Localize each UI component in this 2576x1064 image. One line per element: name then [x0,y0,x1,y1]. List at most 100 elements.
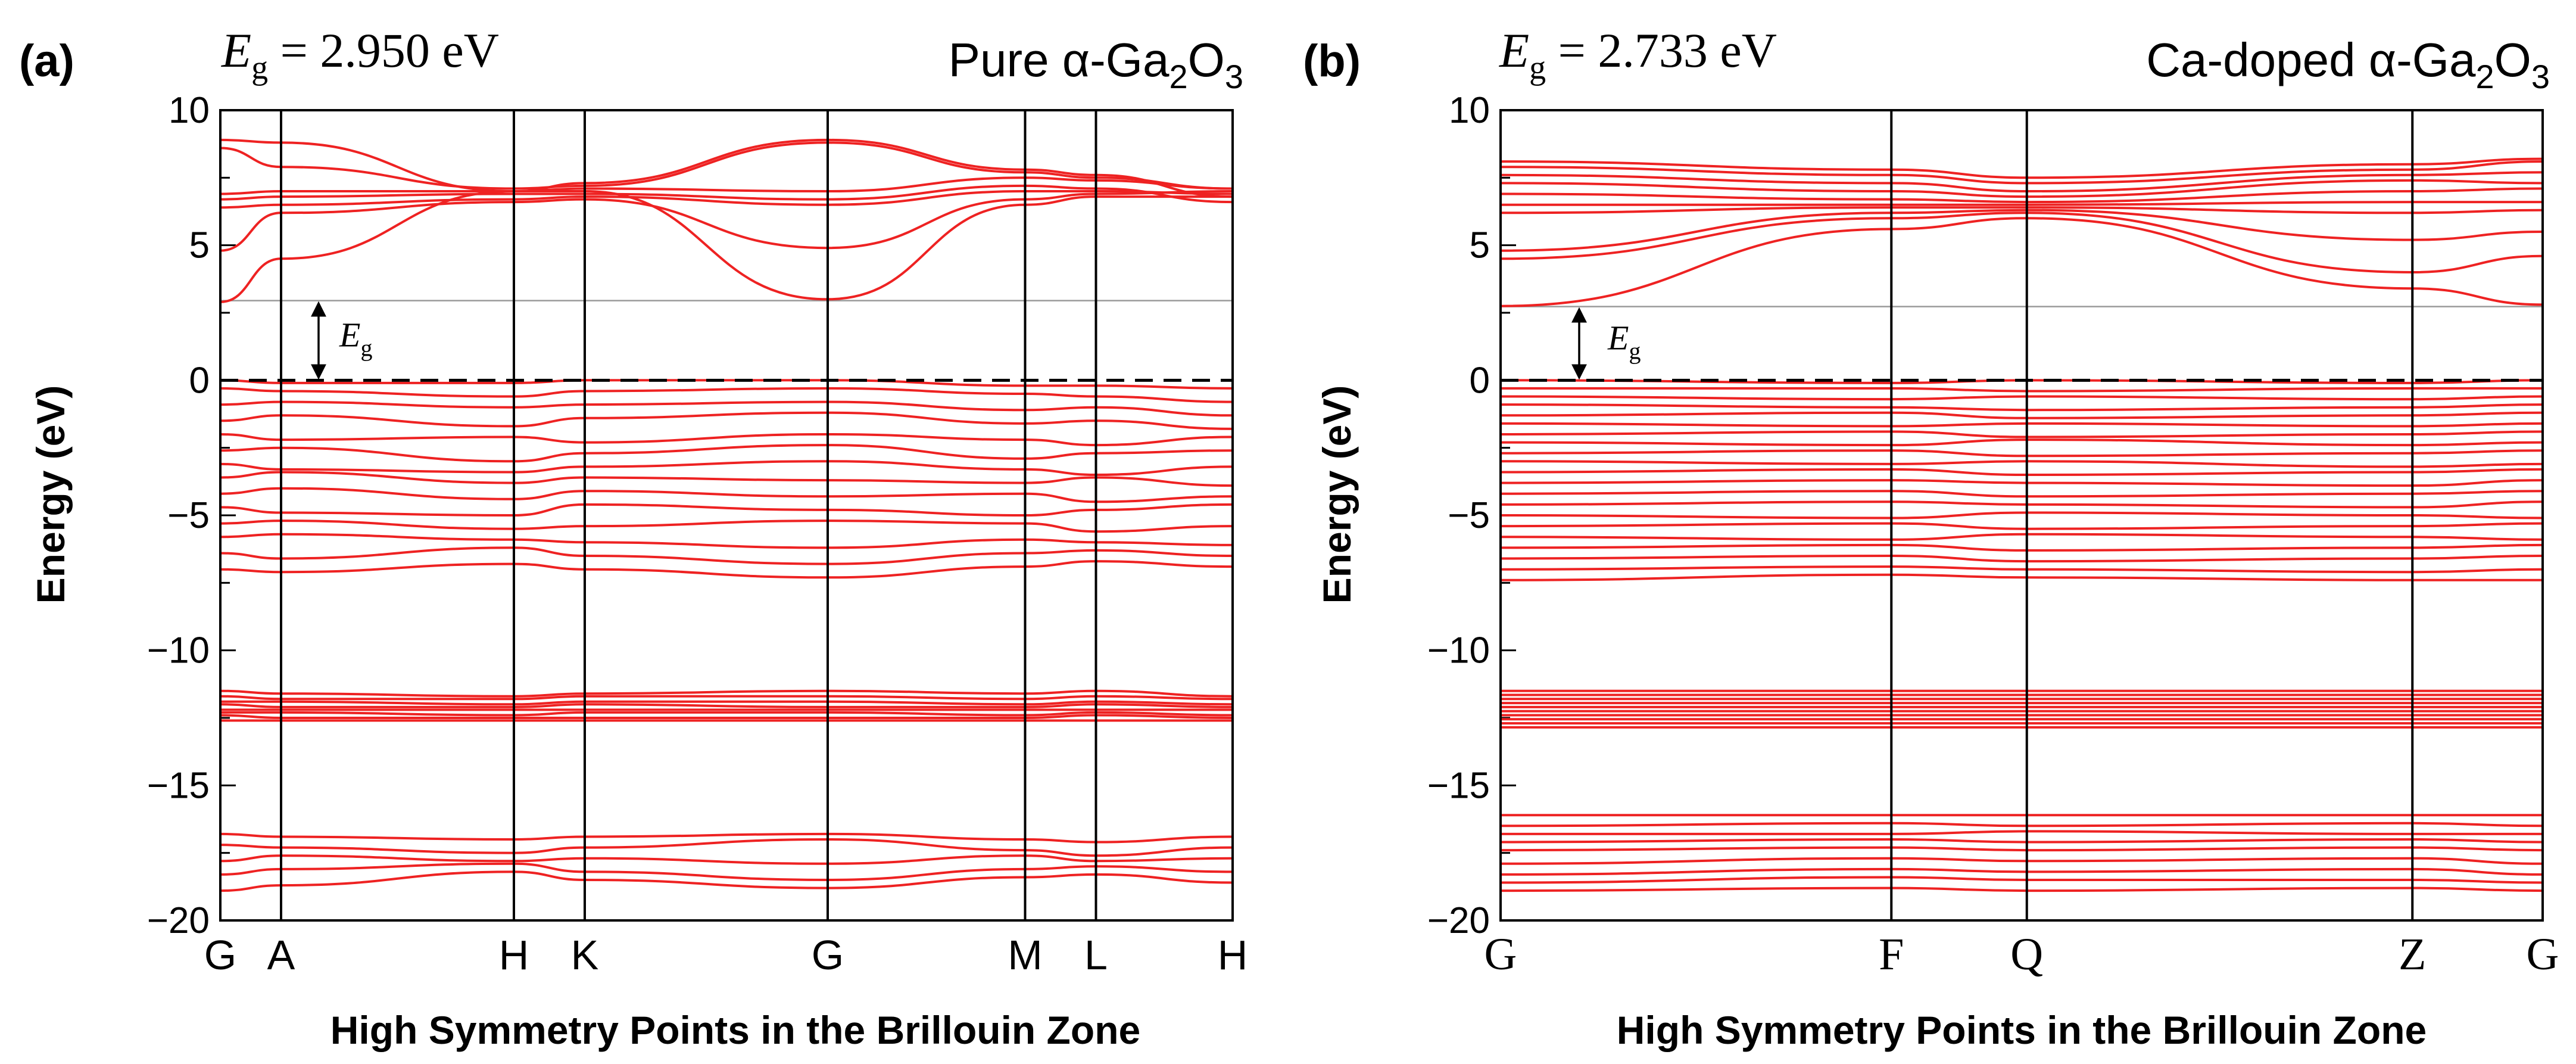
plot-area-b: 10 5 0 −5 −10 −15 −20 Eg G F Q Z G [1427,90,2559,979]
band-conduction-2 [1501,209,2543,252]
band-gap-value-b: = 2.733 eV [1546,23,1777,77]
band-lines-b [1501,157,2543,892]
band-valence-12 [1501,490,2543,498]
band-valence-14 [1501,511,2543,519]
y-tick-label: −10 [1427,630,1490,671]
y-tick-label: 0 [189,360,210,401]
band-conduction-5 [220,141,1233,190]
material-label-b: Ca-doped α-Ga2O3 [2146,33,2550,95]
y-tick-label: 5 [1470,225,1490,266]
band-valence-13 [220,560,1233,579]
band-o2s-6 [1501,867,2543,876]
band-conduction-1 [1501,211,2543,274]
y-tick-label: −20 [1427,900,1490,941]
k-point-label: L [1084,932,1108,978]
band-o2s-2 [1501,830,2543,835]
band-o2s-1 [220,838,1233,857]
y-tick-label: 5 [189,225,210,266]
band-o2s-0 [220,832,1233,844]
y-tick-label: −15 [147,765,210,806]
band-ga3d-6 [220,714,1233,720]
y-tick-label: −5 [1448,495,1490,536]
y-tick-label: 10 [1449,90,1490,131]
y-tick-label: −5 [167,495,210,536]
band-valence-4 [220,433,1233,447]
band-o2s-1 [1501,822,2543,827]
material-sub1-b: 2 [2475,58,2494,95]
band-valence-5 [220,444,1233,463]
material-sub2-a: 3 [1225,58,1243,95]
band-gap-subscript-b: g [1529,49,1546,86]
band-valence-9 [1501,460,2543,468]
panel-b: (b) Eg = 2.733 eV Ca-doped α-Ga2O3 10 5 0 −… [1303,23,2559,1052]
y-tick-label: −20 [147,900,210,941]
band-gap-subscript-a: g [251,49,268,86]
band-gap-marker-label: Eg [1607,318,1641,364]
band-conduction-6 [220,138,1233,198]
band-valence-6 [1501,430,2543,438]
plot-frame [1499,109,2544,922]
band-gap-symbol-b: E [1499,23,1529,77]
band-valence-6 [220,460,1233,477]
band-valence-2 [220,400,1233,417]
band-valence-11 [220,533,1233,549]
band-valence-1 [1501,387,2543,393]
k-point-label: H [1218,932,1248,978]
band-gap-symbol-a: E [221,23,251,77]
k-point-label: G [812,932,844,978]
material-sub1-a: 2 [1169,58,1187,95]
y-tick-label: −15 [1427,765,1490,806]
band-valence-8 [220,487,1233,503]
y-tick-label: 0 [1470,360,1490,401]
x-axis-title-b: High Symmetry Points in the Brillouin Zo… [1617,1008,2427,1052]
band-ga3d-2 [220,700,1233,706]
y-axis-title-b: Energy (eV) [1315,385,1359,604]
material-sub2-b: 3 [2531,58,2550,95]
material-mid-a: O [1188,33,1225,86]
band-valence-3 [1501,403,2543,412]
k-point-label: M [1008,932,1042,978]
k-point-label: Q [2010,929,2043,979]
k-point-label: Z [2399,929,2426,979]
panel-label-a: (a) [19,36,74,86]
band-valence-12 [220,546,1233,565]
panel-label-b: (b) [1303,36,1361,86]
band-gap-marker-label: Eg [339,315,372,361]
band-conduction-7 [1501,171,2543,193]
k-point-label: F [1879,929,1904,979]
band-valence-15 [1501,522,2543,530]
material-prefix-a: Pure α-Ga [949,33,1170,86]
x-axis-title-a: High Symmetry Points in the Brillouin Zo… [330,1008,1140,1052]
band-valence-18 [1501,554,2543,563]
material-mid-b: O [2494,33,2531,86]
band-valence-7 [1501,438,2543,447]
band-gap-label-b: Eg = 2.733 eV [1499,23,1777,86]
y-axis-title-a: Energy (eV) [29,385,73,604]
band-conduction-3 [220,184,1233,204]
k-point-label: K [571,932,599,978]
band-gap-label-a: Eg = 2.950 eV [221,23,499,86]
band-valence-4 [1501,411,2543,419]
band-valence-16 [1501,533,2543,541]
band-o2s-4 [1501,846,2543,852]
material-prefix-b: Ca-doped α-Ga [2146,33,2476,86]
band-conduction-0 [1501,217,2543,307]
band-o2s-3 [220,862,1233,882]
y-tick-label: 10 [169,90,210,131]
band-valence-2 [1501,395,2543,401]
band-valence-1 [220,387,1233,403]
band-valence-19 [1501,565,2543,574]
y-tick-label: −10 [147,630,210,671]
band-valence-8 [1501,449,2543,458]
band-valence-5 [1501,422,2543,428]
band-o2s-5 [1501,857,2543,865]
band-valence-20 [1501,573,2543,581]
band-conduction-2 [220,189,1233,209]
band-conduction-1 [220,190,1233,252]
band-ga3d-0 [220,689,1233,698]
band-ga3d-5 [220,711,1233,717]
band-valence-3 [220,411,1233,430]
k-point-label: G [204,932,236,978]
k-point-label: G [2527,929,2559,979]
